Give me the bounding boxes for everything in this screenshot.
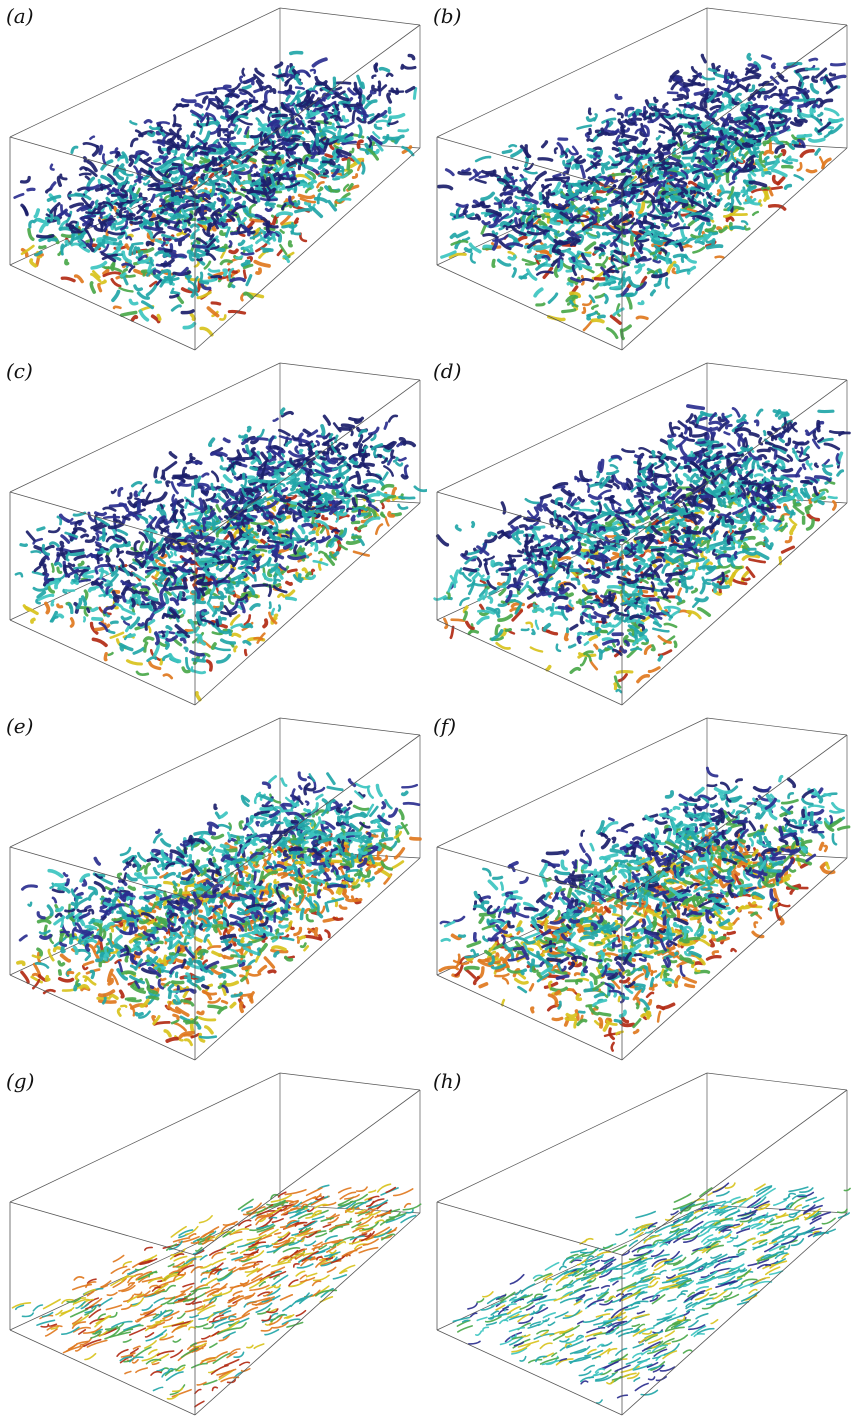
vortex-visualization	[9, 7, 421, 351]
panel-e: (e)	[0, 710, 427, 1065]
vortex-structures	[452, 1182, 851, 1404]
panel-d: (d)	[427, 355, 854, 710]
domain-box-front	[436, 24, 848, 351]
vortex-visualization	[9, 717, 422, 1061]
panel-h: (h)	[427, 1065, 854, 1420]
vortex-visualization	[436, 1072, 851, 1416]
vortex-visualization	[433, 362, 851, 706]
panel-label: (b)	[433, 4, 462, 28]
vortex-visualization	[436, 7, 848, 351]
panel-g: (g)	[0, 1065, 427, 1420]
domain-box-front	[9, 24, 421, 351]
domain-box-back	[436, 717, 848, 976]
domain-box-front	[9, 379, 421, 706]
panel-label: (c)	[6, 359, 33, 383]
vortex-structures	[438, 766, 851, 1052]
domain-box-front	[436, 1089, 848, 1416]
panel-b: (b)	[427, 0, 854, 355]
panel-c: (c)	[0, 355, 427, 710]
vortex-structures	[437, 52, 847, 341]
vortex-structures	[11, 1183, 422, 1408]
panel-label: (e)	[6, 714, 34, 738]
vortex-visualization	[436, 717, 851, 1061]
panel-a: (a)	[0, 0, 427, 355]
vortex-structures	[16, 771, 422, 1047]
panel-label: (d)	[433, 359, 462, 383]
domain-box-front	[9, 734, 421, 1061]
domain-box-front	[9, 1089, 421, 1416]
domain-box-front	[436, 379, 848, 706]
panel-label: (a)	[6, 4, 34, 28]
domain-box-front	[436, 734, 848, 1061]
vortex-visualization	[9, 362, 427, 706]
panel-label: (h)	[433, 1069, 462, 1093]
vortex-visualization	[9, 1072, 422, 1416]
domain-box-back	[436, 1072, 848, 1331]
vortex-structures	[14, 407, 427, 702]
panel-label: (f)	[433, 714, 457, 738]
vortex-structures	[13, 50, 418, 337]
panel-f: (f)	[427, 710, 854, 1065]
vortex-structures	[433, 404, 851, 694]
panel-label: (g)	[6, 1069, 35, 1093]
